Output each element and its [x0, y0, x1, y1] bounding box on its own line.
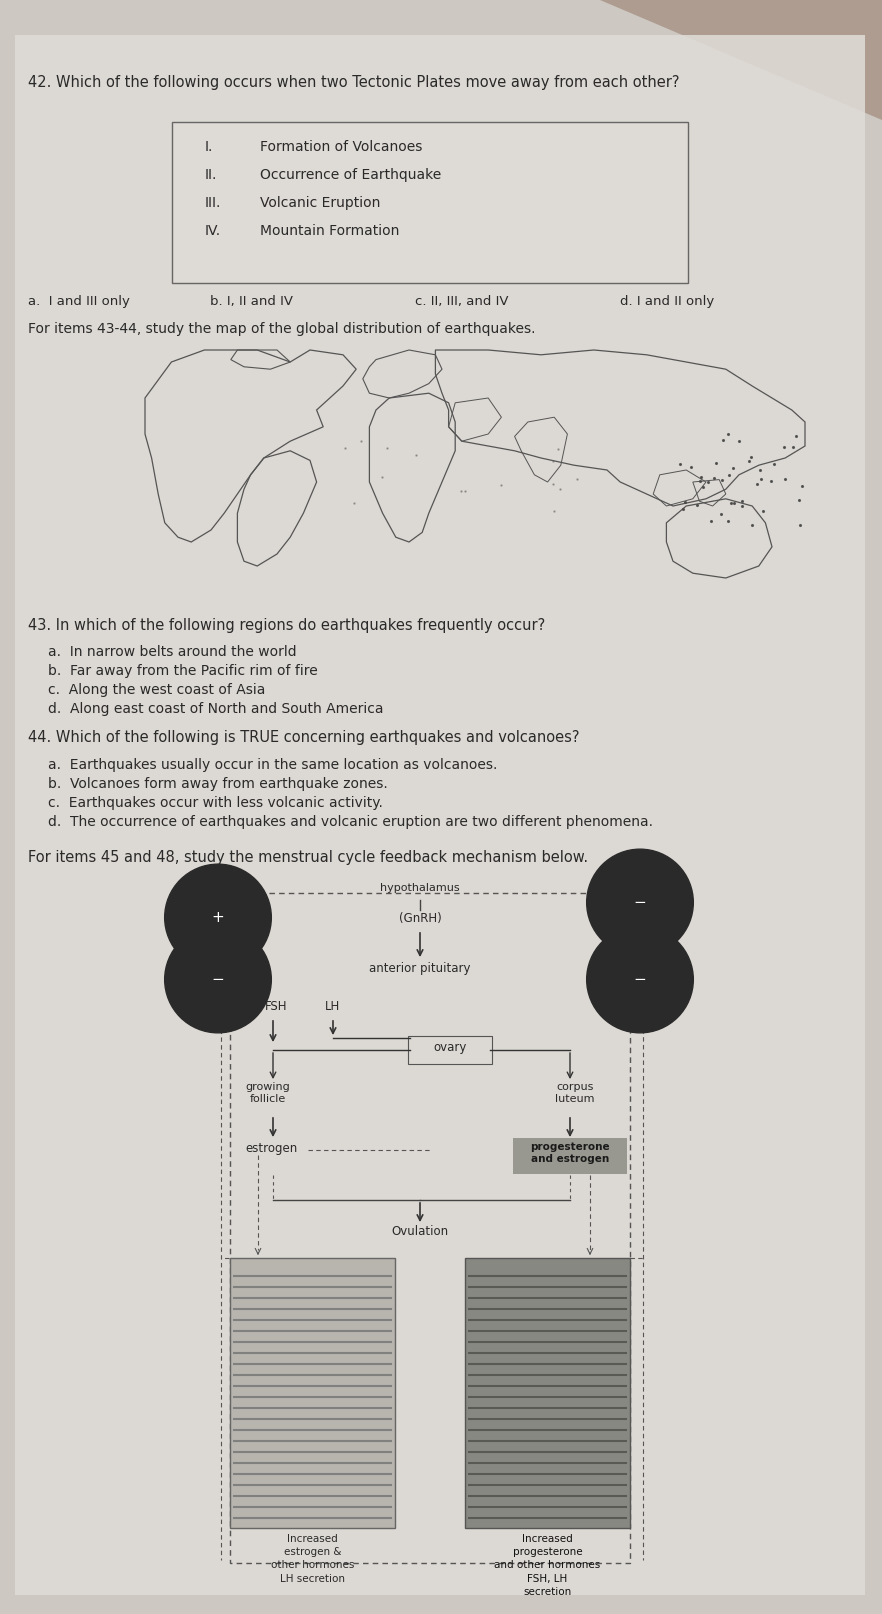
- Text: a.  Earthquakes usually occur in the same location as volcanoes.: a. Earthquakes usually occur in the same…: [48, 759, 497, 771]
- Text: b. I, II and IV: b. I, II and IV: [210, 295, 293, 308]
- Text: hypothalamus: hypothalamus: [380, 883, 460, 893]
- Text: For items 43-44, study the map of the global distribution of earthquakes.: For items 43-44, study the map of the gl…: [28, 323, 535, 336]
- Text: −: −: [633, 896, 647, 910]
- Text: III.: III.: [205, 195, 221, 210]
- FancyBboxPatch shape: [15, 36, 865, 1595]
- Text: c.  Along the west coast of Asia: c. Along the west coast of Asia: [48, 683, 265, 697]
- Text: Mountain Formation: Mountain Formation: [260, 224, 400, 237]
- Text: d.  Along east coast of North and South America: d. Along east coast of North and South A…: [48, 702, 384, 717]
- Text: 43. In which of the following regions do earthquakes frequently occur?: 43. In which of the following regions do…: [28, 618, 545, 633]
- FancyBboxPatch shape: [513, 1138, 627, 1173]
- Text: FSH: FSH: [265, 1001, 288, 1014]
- Text: LH: LH: [325, 1001, 340, 1014]
- Polygon shape: [600, 0, 882, 119]
- Text: b.  Far away from the Pacific rim of fire: b. Far away from the Pacific rim of fire: [48, 663, 318, 678]
- Text: c.  Earthquakes occur with less volcanic activity.: c. Earthquakes occur with less volcanic …: [48, 796, 383, 810]
- Text: (GnRH): (GnRH): [399, 912, 441, 925]
- Text: Ovulation: Ovulation: [392, 1225, 449, 1238]
- Text: −: −: [633, 972, 647, 988]
- Text: Volcanic Eruption: Volcanic Eruption: [260, 195, 380, 210]
- Text: IV.: IV.: [205, 224, 221, 237]
- Text: II.: II.: [205, 168, 217, 182]
- Text: Increased
estrogen &
other hormones
LH secretion: Increased estrogen & other hormones LH s…: [271, 1533, 355, 1583]
- Text: a.  I and III only: a. I and III only: [28, 295, 130, 308]
- Text: −: −: [212, 972, 224, 988]
- Text: anterior pituitary: anterior pituitary: [370, 962, 471, 975]
- FancyBboxPatch shape: [230, 1257, 395, 1528]
- FancyBboxPatch shape: [465, 1257, 630, 1528]
- Text: estrogen: estrogen: [245, 1143, 297, 1156]
- Text: I.: I.: [205, 140, 213, 153]
- Text: ovary: ovary: [433, 1041, 467, 1054]
- Text: d. I and II only: d. I and II only: [620, 295, 714, 308]
- Text: a.  In narrow belts around the world: a. In narrow belts around the world: [48, 646, 296, 659]
- Text: Occurrence of Earthquake: Occurrence of Earthquake: [260, 168, 441, 182]
- Text: progesterone
and estrogen: progesterone and estrogen: [530, 1143, 609, 1164]
- Text: 42. Which of the following occurs when two Tectonic Plates move away from each o: 42. Which of the following occurs when t…: [28, 74, 679, 90]
- Text: c. II, III, and IV: c. II, III, and IV: [415, 295, 509, 308]
- Text: Formation of Volcanoes: Formation of Volcanoes: [260, 140, 422, 153]
- Text: Increased
progesterone
and other hormones
FSH, LH
secretion: Increased progesterone and other hormone…: [495, 1533, 601, 1596]
- Text: corpus
luteum: corpus luteum: [556, 1081, 594, 1104]
- Text: +: +: [212, 910, 224, 925]
- Text: growing
follicle: growing follicle: [245, 1081, 290, 1104]
- Text: 44. Which of the following is TRUE concerning earthquakes and volcanoes?: 44. Which of the following is TRUE conce…: [28, 730, 579, 746]
- Text: For items 45 and 48, study the menstrual cycle feedback mechanism below.: For items 45 and 48, study the menstrual…: [28, 851, 588, 865]
- Text: d.  The occurrence of earthquakes and volcanic eruption are two different phenom: d. The occurrence of earthquakes and vol…: [48, 815, 653, 830]
- Text: b.  Volcanoes form away from earthquake zones.: b. Volcanoes form away from earthquake z…: [48, 776, 388, 791]
- FancyBboxPatch shape: [172, 123, 688, 282]
